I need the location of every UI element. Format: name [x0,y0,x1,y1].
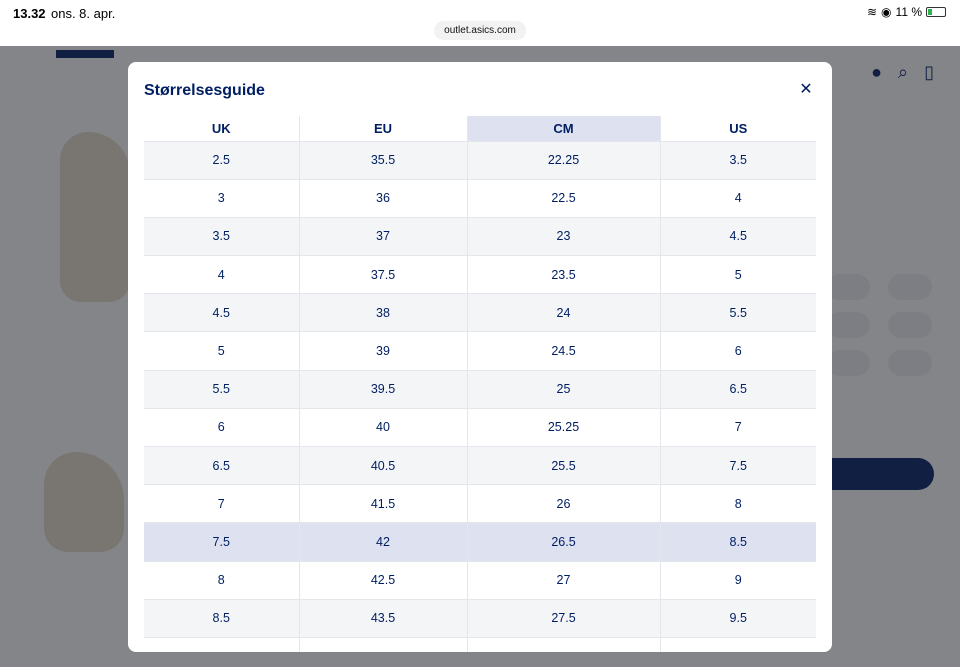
table-cell: 4 [660,178,816,218]
table-cell: 25 [467,369,661,409]
url-bar[interactable]: outlet.asics.com [434,21,526,40]
status-indicators: ≋ ◉ 11 % [867,5,946,19]
table-cell: 44 [299,636,468,652]
table-row: 9442810 [144,636,816,652]
table-cell: 42.5 [299,560,468,600]
table-cell: 43.5 [299,598,468,638]
table-row: 5 39 24.5 6 [144,331,816,371]
table-cell: 36 [299,178,468,218]
size-guide-modal: Størrelsesguide ✕ UK EU CM US 2.5 35.5 22.… [128,62,832,652]
table-cell: 10 [660,636,816,652]
table-cell: 5.5 [660,293,816,332]
table-row: 6 40 25.25 7 [144,407,816,447]
table-cell: 6.5 [660,369,816,409]
table-cell: 5 [144,331,300,371]
table-cell: 22.25 [467,140,661,180]
table-cell: 37.5 [299,255,468,294]
wifi-icon: ≋ [866,5,878,19]
table-cell: 37 [299,216,468,256]
status-date: ons. 8. apr. [51,6,116,21]
table-cell: 3.5 [660,140,816,180]
table-cell: 38 [299,293,468,332]
table-cell: 26 [467,484,661,523]
column-header-us: US [660,116,816,141]
table-row: 3 36 22.5 4 [144,178,816,218]
table-row: 8.5 43.5 27.5 9.5 [144,598,816,638]
table-cell: 4 [144,255,300,294]
table-cell: 9 [660,560,816,600]
table-cell: 3.5 [144,216,300,256]
table-row: 4 37.5 23.5 5 [144,255,816,294]
table-cell: 27 [467,560,661,600]
table-cell: 6 [144,407,300,447]
orientation-lock-icon: ◉ [881,5,892,19]
table-cell: 23.5 [467,255,661,294]
column-header-cm: CM [467,116,661,141]
table-cell: 39 [299,331,468,371]
table-cell: 40 [299,407,468,447]
table-cell: 2.5 [144,140,300,180]
table-header-row: UK EU CM US [144,116,816,141]
table-cell: 39.5 [299,369,468,409]
table-row: 7.5 42 26.5 8.5 [144,522,816,562]
table-cell: 26.5 [467,522,661,562]
table-cell: 28 [467,636,661,652]
table-cell: 23 [467,216,661,256]
table-cell: 42 [299,522,468,562]
table-cell: 35.5 [299,140,468,180]
table-cell: 41.5 [299,484,468,523]
table-cell: 6 [660,331,816,371]
table-cell: 7.5 [660,445,816,485]
table-cell: 7 [660,407,816,447]
table-row: 8 42.5 27 9 [144,560,816,600]
table-cell: 8 [144,560,300,600]
battery-percent: 11 % [895,5,922,19]
table-cell: 8.5 [660,522,816,562]
modal-title: Størrelsesguide [144,82,265,99]
table-cell: 5.5 [144,369,300,409]
size-table: UK EU CM US 2.5 35.5 22.25 3.5 3 36 22.5 4 3.5 37… [144,116,816,652]
close-icon[interactable]: ✕ [799,81,813,98]
status-bar: 13.32 ons. 8. apr. outlet.asics.com ≋ ◉ … [0,0,960,46]
table-cell: 5 [660,255,816,294]
table-cell: 24.5 [467,331,661,371]
table-cell: 4.5 [144,293,300,332]
size-table-container[interactable]: UK EU CM US 2.5 35.5 22.25 3.5 3 36 22.5 4 3.5 37… [144,116,816,652]
table-row: 3.5 37 23 4.5 [144,216,816,256]
battery-icon [926,7,946,17]
table-cell: 8.5 [144,598,300,638]
table-cell: 40.5 [299,445,468,485]
table-row: 7 41.5 26 8 [144,484,816,523]
table-row: 2.5 35.5 22.25 3.5 [144,140,816,180]
table-row: 6.5 40.5 25.5 7.5 [144,445,816,485]
table-cell: 3 [144,178,300,218]
table-cell: 4.5 [660,216,816,256]
table-cell: 7.5 [144,522,300,562]
table-row: 4.5 38 24 5.5 [144,293,816,332]
table-cell: 25.25 [467,407,661,447]
table-cell: 7 [144,484,300,523]
table-cell: 6.5 [144,445,300,485]
table-cell: 25.5 [467,445,661,485]
table-row: 5.5 39.5 25 6.5 [144,369,816,409]
table-cell: 9 [144,636,300,652]
table-cell: 9.5 [660,598,816,638]
column-header-uk: UK [144,116,300,141]
table-cell: 24 [467,293,661,332]
table-cell: 22.5 [467,178,661,218]
status-time: 13.32 [13,6,46,21]
table-cell: 8 [660,484,816,523]
table-cell: 27.5 [467,598,661,638]
column-header-eu: EU [299,116,468,141]
